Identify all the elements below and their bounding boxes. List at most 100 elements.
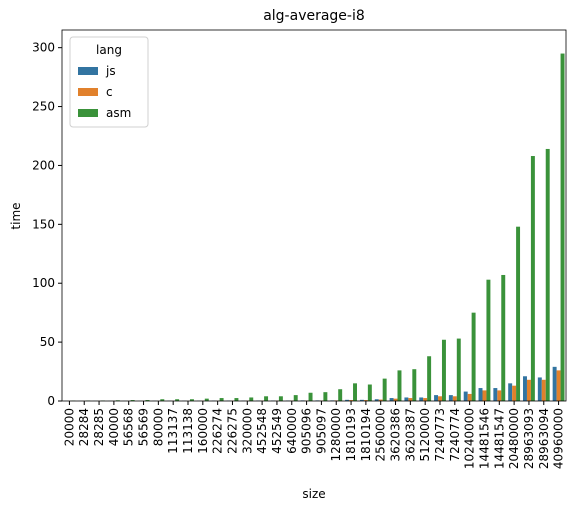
bar bbox=[378, 399, 383, 401]
x-tick-label: 2560000 bbox=[374, 408, 388, 461]
bar bbox=[397, 370, 402, 401]
chart-title: alg-average-i8 bbox=[263, 8, 365, 24]
bar bbox=[541, 379, 546, 401]
bar bbox=[478, 388, 483, 401]
x-tick-label: 3620386 bbox=[389, 408, 403, 461]
legend-box bbox=[69, 36, 149, 128]
legend-title: lang bbox=[96, 43, 122, 57]
bar bbox=[308, 392, 313, 401]
x-tick-label: 905096 bbox=[300, 408, 314, 454]
bar bbox=[482, 390, 487, 401]
x-tick-label: 56568 bbox=[122, 408, 136, 446]
y-tick-label: 300 bbox=[32, 41, 55, 55]
x-tick-label: 56569 bbox=[137, 408, 151, 446]
x-tick-label: 40960000 bbox=[552, 408, 566, 469]
x-tick-label: 80000 bbox=[151, 408, 165, 446]
bar bbox=[189, 399, 194, 401]
x-tick-label: 226275 bbox=[225, 408, 239, 454]
legend-swatch bbox=[78, 67, 98, 75]
y-tick-label: 200 bbox=[32, 158, 55, 172]
bar bbox=[323, 392, 328, 401]
x-tick-label: 905097 bbox=[314, 408, 328, 454]
legend-swatch bbox=[78, 88, 98, 96]
x-tick-label: 20000 bbox=[62, 408, 76, 446]
x-tick-label: 28963094 bbox=[537, 408, 551, 469]
bar bbox=[345, 399, 350, 401]
bar bbox=[516, 226, 521, 401]
bar bbox=[545, 148, 550, 401]
x-tick-label: 113138 bbox=[181, 408, 195, 454]
bar bbox=[393, 398, 398, 401]
x-tick-label: 640000 bbox=[285, 408, 299, 454]
bar bbox=[293, 395, 298, 401]
bar bbox=[363, 400, 368, 401]
x-tick-label: 320000 bbox=[240, 408, 254, 454]
bar bbox=[441, 339, 446, 401]
bar bbox=[456, 338, 461, 401]
x-tick-label: 28285 bbox=[92, 408, 106, 446]
x-tick-label: 10240000 bbox=[463, 408, 477, 469]
bar bbox=[556, 370, 561, 401]
bar bbox=[471, 312, 476, 401]
bar bbox=[412, 369, 417, 401]
bar bbox=[537, 377, 542, 401]
bar bbox=[389, 398, 394, 401]
bar bbox=[234, 398, 239, 401]
bar bbox=[497, 390, 502, 401]
x-tick-label: 1810193 bbox=[344, 408, 358, 461]
y-tick-label: 100 bbox=[32, 276, 55, 290]
bar bbox=[249, 397, 254, 401]
y-tick-label: 0 bbox=[47, 394, 55, 408]
bar bbox=[463, 391, 468, 401]
bar bbox=[175, 399, 180, 401]
x-tick-label: 28963093 bbox=[522, 408, 536, 469]
bar bbox=[359, 399, 364, 401]
y-tick-label: 250 bbox=[32, 100, 55, 114]
x-tick-label: 1280000 bbox=[329, 408, 343, 461]
x-tick-label: 1810194 bbox=[359, 408, 373, 461]
y-tick-label: 50 bbox=[40, 335, 55, 349]
bar bbox=[264, 396, 269, 401]
bar bbox=[448, 395, 453, 401]
x-tick-label: 20480000 bbox=[507, 408, 521, 469]
bar bbox=[434, 395, 439, 401]
bar bbox=[278, 396, 283, 401]
x-axis-label: size bbox=[302, 487, 325, 501]
bar bbox=[512, 385, 517, 401]
bar bbox=[486, 279, 491, 401]
bar bbox=[338, 389, 343, 401]
plot-frame bbox=[61, 29, 567, 402]
bar bbox=[467, 393, 472, 401]
x-tick-label: 226274 bbox=[211, 408, 225, 454]
bar bbox=[160, 399, 165, 401]
x-tick-label: 7240774 bbox=[448, 408, 462, 461]
bar bbox=[419, 397, 424, 401]
y-axis-label: time bbox=[9, 202, 23, 229]
x-tick-label: 28284 bbox=[77, 408, 91, 446]
bar bbox=[404, 397, 409, 401]
bar bbox=[219, 398, 224, 401]
bar bbox=[508, 383, 513, 401]
x-tick-label: 452548 bbox=[255, 408, 269, 454]
x-tick-label: 160000 bbox=[196, 408, 210, 454]
y-tick-label: 150 bbox=[32, 217, 55, 231]
x-tick-label: 3620387 bbox=[403, 408, 417, 461]
x-tick-label: 5120000 bbox=[418, 408, 432, 461]
legend-label: js bbox=[105, 64, 116, 78]
bar bbox=[367, 384, 372, 401]
bar bbox=[427, 356, 432, 401]
bar bbox=[530, 156, 535, 401]
bar bbox=[204, 398, 209, 401]
bar bbox=[382, 378, 387, 401]
bar bbox=[501, 274, 506, 401]
legend-swatch bbox=[78, 109, 98, 117]
bar bbox=[493, 388, 498, 401]
legend-label: asm bbox=[106, 106, 131, 120]
bar bbox=[523, 376, 527, 401]
bar bbox=[423, 398, 428, 401]
bar bbox=[552, 366, 557, 401]
x-tick-label: 14481546 bbox=[477, 408, 491, 469]
bar bbox=[408, 398, 413, 401]
x-tick-label: 452549 bbox=[270, 408, 284, 454]
